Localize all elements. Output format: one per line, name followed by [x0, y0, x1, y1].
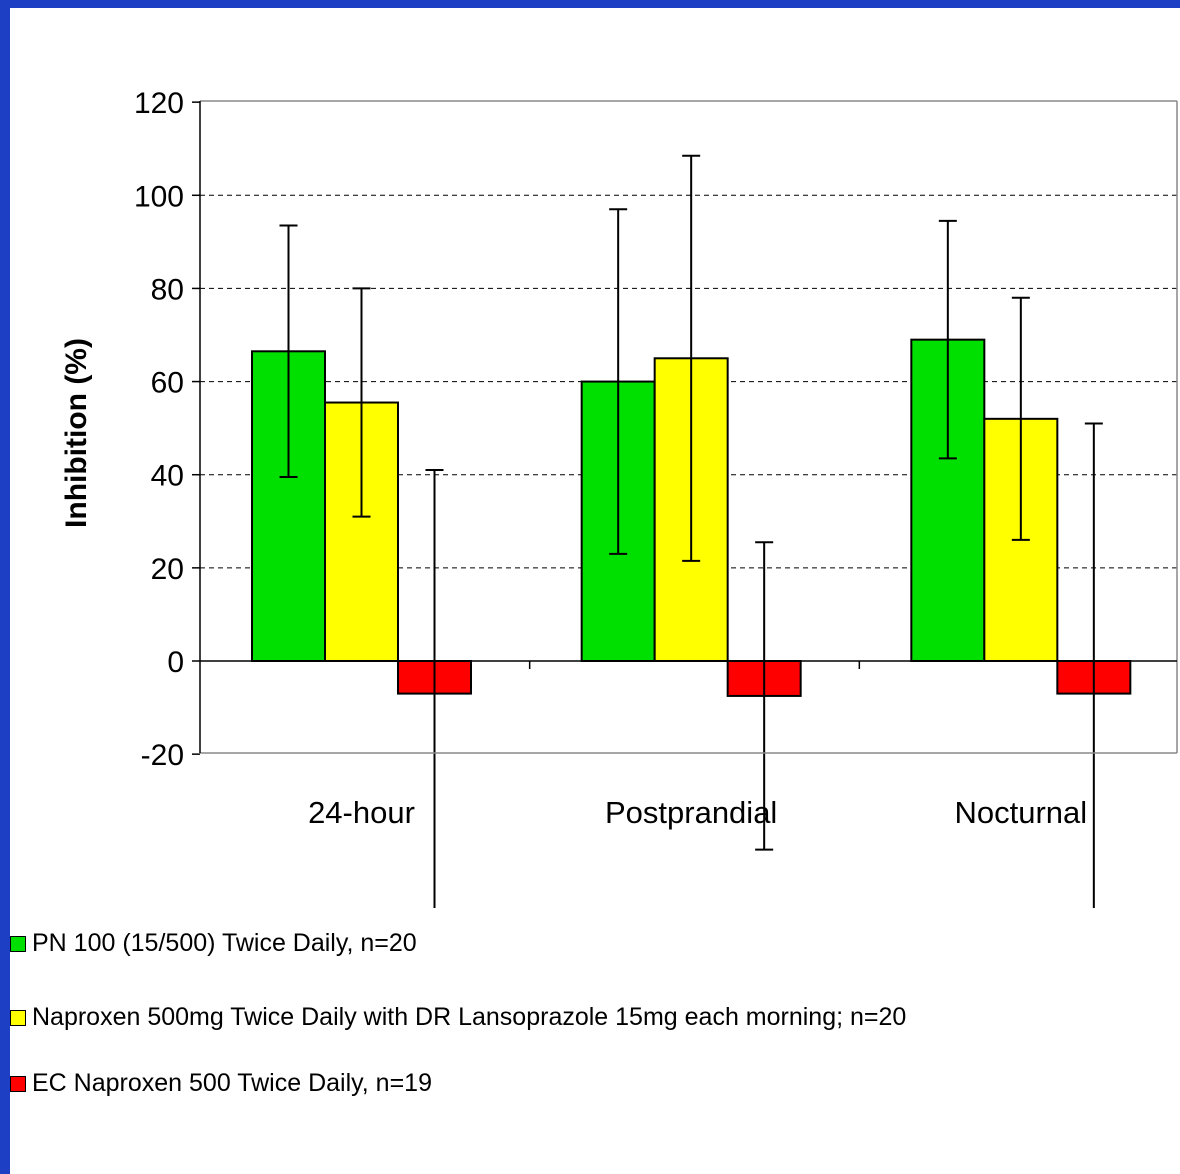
x-category-label: 24-hour	[308, 795, 415, 830]
error-bar	[938, 219, 957, 460]
axes-layer	[192, 100, 1178, 755]
legend-label: EC Naproxen 500 Twice Daily, n=19	[32, 1069, 432, 1097]
error-bar	[1084, 422, 1103, 908]
x-category-label: Postprandial	[605, 795, 777, 830]
legend-swatch	[10, 935, 26, 952]
error-bar	[352, 287, 371, 518]
legend-item: Naproxen 500mg Twice Daily with DR Lanso…	[10, 1003, 906, 1032]
x-category-labels: 24-hour Postprandial Nocturnal	[308, 795, 1087, 830]
error-bar	[682, 154, 701, 562]
y-tick-label: 120	[134, 87, 184, 120]
error-bar	[425, 469, 444, 908]
x-category-label: Nocturnal	[954, 795, 1087, 830]
error-bar	[279, 224, 298, 479]
legend-label: Naproxen 500mg Twice Daily with DR Lanso…	[32, 1003, 907, 1031]
error-bar	[609, 208, 628, 555]
y-tick-label: 0	[167, 646, 184, 679]
y-tick-label: 100	[134, 180, 184, 213]
y-tick-label: 20	[151, 553, 184, 586]
legend-swatch	[10, 1075, 26, 1092]
error-bars-layer	[279, 154, 1103, 908]
y-tick-label: 60	[151, 367, 184, 400]
legend-item: PN 100 (15/500) Twice Daily, n=20	[10, 929, 417, 958]
y-tick-labels: -20 0 20 40 60 80 100 120	[134, 87, 184, 772]
y-tick-label: 80	[151, 273, 184, 306]
y-axis-label: Inhibition (%)	[60, 338, 93, 528]
legend-label: PN 100 (15/500) Twice Daily, n=20	[32, 929, 417, 957]
error-bar	[755, 541, 774, 851]
slide-canvas: -20 0 20 40 60 80 100 120 24-hour Postprandial No…	[10, 8, 1180, 1174]
legend-item: EC Naproxen 500 Twice Daily, n=19	[10, 1069, 432, 1098]
bar-chart: -20 0 20 40 60 80 100 120 24-hour Postprandial No…	[60, 87, 1178, 908]
bars-layer	[251, 338, 1132, 697]
y-tick-label: -20	[141, 739, 184, 772]
error-bar	[1011, 296, 1030, 541]
legend-swatch	[10, 1009, 26, 1026]
y-tick-label: 40	[151, 460, 184, 493]
